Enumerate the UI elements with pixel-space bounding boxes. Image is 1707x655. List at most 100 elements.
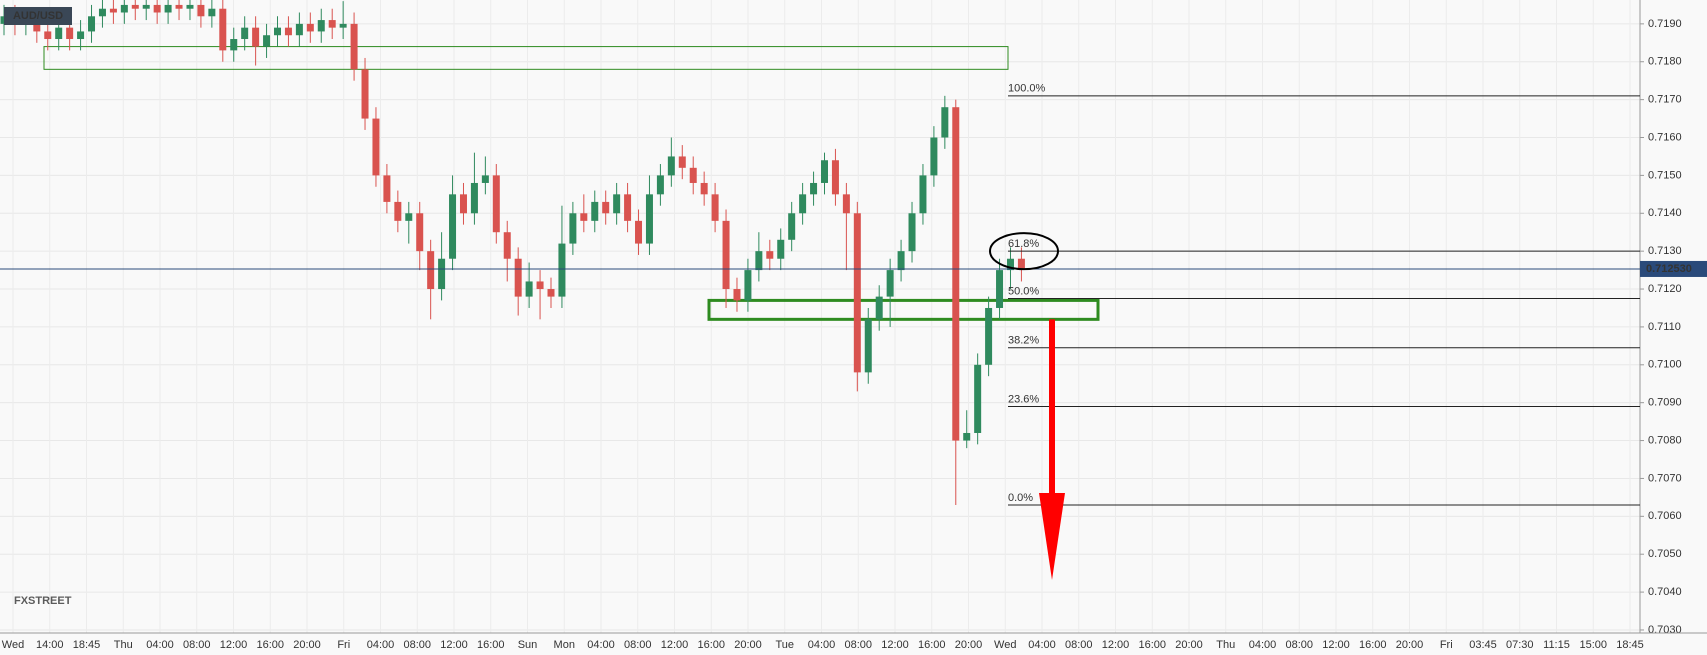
candle-body (525, 281, 533, 297)
x-tick-label: 16:00 (1359, 639, 1387, 651)
y-tick-label: 0.7120 (1648, 283, 1682, 295)
candle-body (678, 156, 686, 168)
x-tick-label: Sun (518, 639, 538, 651)
x-tick-label: 20:00 (293, 639, 321, 651)
y-tick-label: 0.7040 (1648, 586, 1682, 598)
candle-body (908, 213, 916, 252)
x-tick-label: 04:00 (1028, 639, 1056, 651)
x-tick-label: Fri (1440, 639, 1453, 651)
x-tick-label: 16:00 (256, 639, 284, 651)
candle-body (383, 175, 391, 202)
candle-body (777, 239, 785, 259)
candle-body (492, 175, 500, 233)
candle-body (985, 307, 993, 365)
candle-body (635, 220, 643, 244)
candle-body (853, 213, 861, 373)
y-tick-label: 0.7070 (1648, 472, 1682, 484)
candle-body (66, 27, 74, 40)
x-tick-label: 03:45 (1469, 639, 1497, 651)
candle-body (919, 175, 927, 214)
candle-body (120, 4, 128, 13)
candle-body (317, 20, 325, 32)
candle-body (1017, 258, 1025, 269)
candle-body (459, 194, 467, 214)
y-tick-label: 0.7100 (1648, 359, 1682, 371)
candle-body (875, 296, 883, 320)
x-tick-label: Thu (114, 639, 133, 651)
candle-body (613, 194, 621, 214)
x-tick-label: 16:00 (477, 639, 505, 651)
candle-body (711, 194, 719, 221)
x-tick-label: 12:00 (1322, 639, 1350, 651)
candle-body (55, 27, 63, 40)
candle-body (44, 31, 52, 40)
y-tick-label: 0.7150 (1648, 169, 1682, 181)
x-tick-label: Mon (554, 639, 575, 651)
candle-body (941, 107, 949, 138)
candle-body (602, 201, 610, 214)
y-tick-label: 0.7060 (1648, 510, 1682, 522)
candle-body (645, 194, 653, 244)
x-tick-label: 20:00 (1396, 639, 1424, 651)
fib-label: 100.0% (1008, 83, 1046, 95)
candle-body (831, 160, 839, 195)
y-tick-label: 0.7160 (1648, 131, 1682, 143)
y-tick-label: 0.7140 (1648, 207, 1682, 219)
candle-body (864, 319, 872, 373)
candle-body (131, 4, 139, 9)
candle-body (569, 213, 577, 244)
x-tick-label: 04:00 (808, 639, 836, 651)
y-tick-label: 0.7110 (1648, 321, 1681, 333)
x-tick-label: 12:00 (881, 639, 909, 651)
support-zone (43, 46, 1009, 70)
candle-body (580, 213, 588, 221)
x-tick-label: 16:00 (697, 639, 725, 651)
candle-body (656, 175, 664, 195)
candle-body (405, 213, 413, 221)
x-tick-label: 15:00 (1579, 639, 1607, 651)
candle-body (339, 23, 347, 28)
candle-body (1006, 258, 1014, 271)
x-tick-label: 08:00 (1285, 639, 1313, 651)
x-tick-label: 08:00 (1065, 639, 1093, 651)
y-tick-label: 0.7130 (1648, 245, 1682, 257)
fib-label: 23.6% (1008, 393, 1039, 405)
x-tick-label: Thu (1216, 639, 1235, 651)
candle-body (230, 39, 238, 51)
candle-body (361, 69, 369, 119)
candle-body (952, 107, 960, 441)
x-tick-label: 18:45 (73, 639, 101, 651)
x-tick-label: 08:00 (403, 639, 431, 651)
candle-body (974, 364, 982, 433)
candle-body (98, 8, 106, 17)
candle-body (372, 118, 380, 176)
candle-body (263, 35, 271, 47)
candle-body (438, 258, 446, 290)
x-tick-label: 08:00 (844, 639, 872, 651)
y-tick-label: 0.7090 (1648, 397, 1682, 409)
x-tick-label: Tue (775, 639, 794, 651)
candle-body (744, 270, 752, 301)
x-tick-label: 12:00 (440, 639, 468, 651)
candle-body (470, 182, 478, 214)
candle-body (427, 251, 435, 290)
candle-body (274, 27, 281, 36)
last-price-label: 0.712530 (1646, 263, 1692, 275)
candle-body (842, 194, 850, 214)
candle-body (481, 175, 489, 183)
x-tick-label: 12:00 (220, 639, 248, 651)
candle-body (689, 167, 697, 183)
candle-body (536, 281, 544, 290)
x-tick-label: 04:00 (367, 639, 395, 651)
x-tick-label: 14:00 (36, 639, 64, 651)
candle-body (241, 27, 249, 40)
fib-label: 61.8% (1008, 238, 1039, 250)
watermark: FXSTREET (14, 595, 72, 607)
candle-body (175, 4, 183, 9)
x-tick-label: 11:15 (1543, 639, 1570, 651)
candle-body (350, 23, 358, 70)
candle-body (306, 23, 314, 32)
x-tick-label: 04:00 (587, 639, 615, 651)
candle-body (591, 201, 599, 221)
candle-body (142, 4, 150, 9)
